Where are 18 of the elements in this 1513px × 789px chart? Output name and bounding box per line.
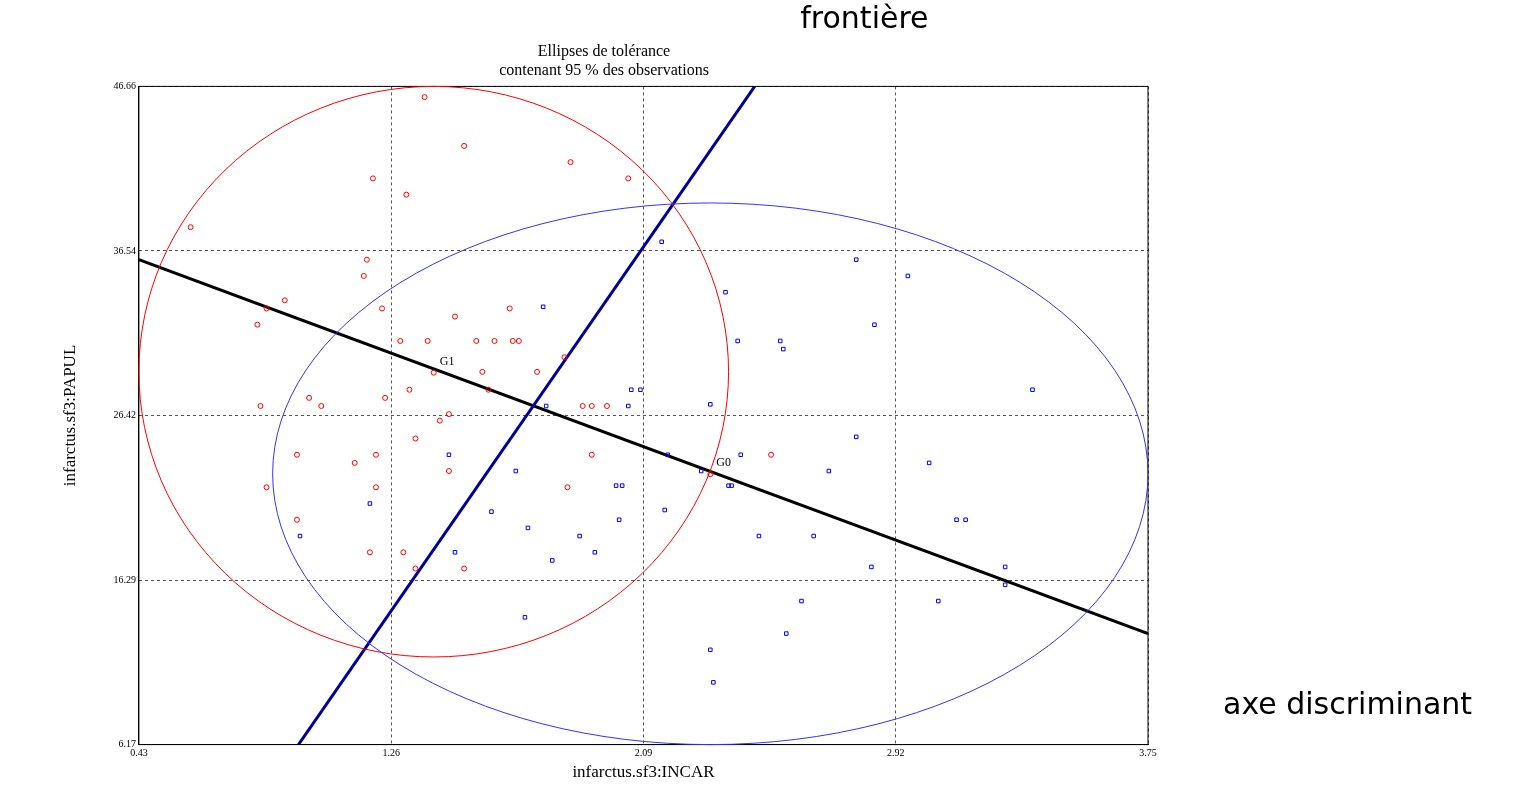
y-tick-label: 36.54 <box>113 244 136 256</box>
y-tick-label: 6.17 <box>118 738 136 750</box>
chart-subtitle: contenant 95 % des observations <box>499 61 709 78</box>
chart-title: Ellipses de tolérance <box>537 41 671 60</box>
x-tick-label: 3.75 <box>1139 747 1157 759</box>
x-tick-label: 1.26 <box>382 747 400 759</box>
annotation: G0 <box>716 455 731 470</box>
x-tick-label: 2.09 <box>634 747 653 759</box>
y-tick-label: 16.29 <box>113 573 136 585</box>
y-axis-title: infarctus.sf3:PAPUL <box>59 344 79 487</box>
text: frontière <box>800 0 929 36</box>
y-tick-label: 46.66 <box>113 80 136 92</box>
y-tick-label: 26.42 <box>113 409 136 421</box>
text: axe discriminant <box>1223 686 1473 722</box>
x-tick-label: 2.92 <box>886 747 905 759</box>
x-axis-title: infarctus.sf3:INCAR <box>572 762 716 782</box>
annotation: G1 <box>439 353 455 368</box>
x-tick-label: 0.43 <box>130 747 148 759</box>
